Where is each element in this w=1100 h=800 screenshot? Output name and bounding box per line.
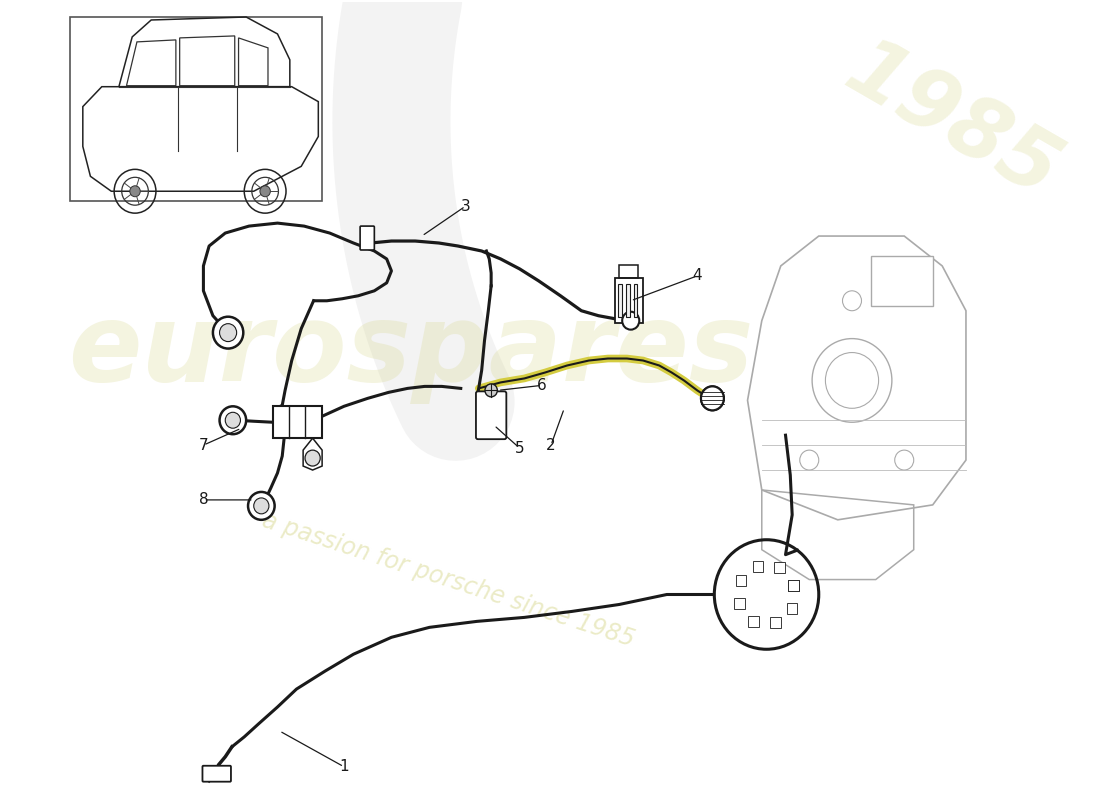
Circle shape (485, 384, 497, 397)
Text: 6: 6 (537, 378, 547, 393)
Circle shape (220, 324, 236, 342)
Bar (626, 284, 630, 317)
Text: 1: 1 (339, 759, 349, 774)
Text: 2: 2 (547, 438, 556, 453)
Circle shape (701, 386, 724, 410)
FancyBboxPatch shape (273, 406, 322, 438)
Text: a passion for porsche since 1985: a passion for porsche since 1985 (260, 508, 638, 651)
Text: 3: 3 (461, 198, 471, 214)
Bar (618, 284, 623, 317)
FancyBboxPatch shape (202, 766, 231, 782)
FancyBboxPatch shape (476, 391, 506, 439)
Text: eurospares: eurospares (68, 298, 754, 403)
FancyBboxPatch shape (748, 616, 759, 626)
FancyBboxPatch shape (789, 580, 799, 590)
Text: 4: 4 (692, 268, 702, 283)
FancyBboxPatch shape (360, 226, 374, 250)
FancyBboxPatch shape (615, 278, 644, 322)
Circle shape (226, 412, 241, 428)
Text: 1985: 1985 (830, 29, 1072, 214)
Text: 7: 7 (199, 438, 208, 453)
Circle shape (305, 450, 320, 466)
Bar (70, 17, 322, 201)
Text: 8: 8 (199, 493, 208, 507)
Circle shape (254, 498, 268, 514)
Circle shape (130, 186, 141, 197)
FancyBboxPatch shape (789, 580, 799, 590)
Circle shape (248, 492, 275, 520)
Circle shape (220, 406, 246, 434)
FancyBboxPatch shape (774, 562, 784, 574)
FancyBboxPatch shape (786, 602, 798, 614)
FancyBboxPatch shape (736, 575, 747, 586)
FancyBboxPatch shape (752, 561, 763, 571)
FancyBboxPatch shape (734, 598, 745, 610)
Bar (871, 256, 933, 306)
Text: 5: 5 (515, 441, 525, 456)
FancyBboxPatch shape (770, 618, 781, 628)
Circle shape (623, 312, 639, 330)
Circle shape (213, 317, 243, 349)
Circle shape (260, 186, 271, 197)
Bar (634, 284, 637, 317)
